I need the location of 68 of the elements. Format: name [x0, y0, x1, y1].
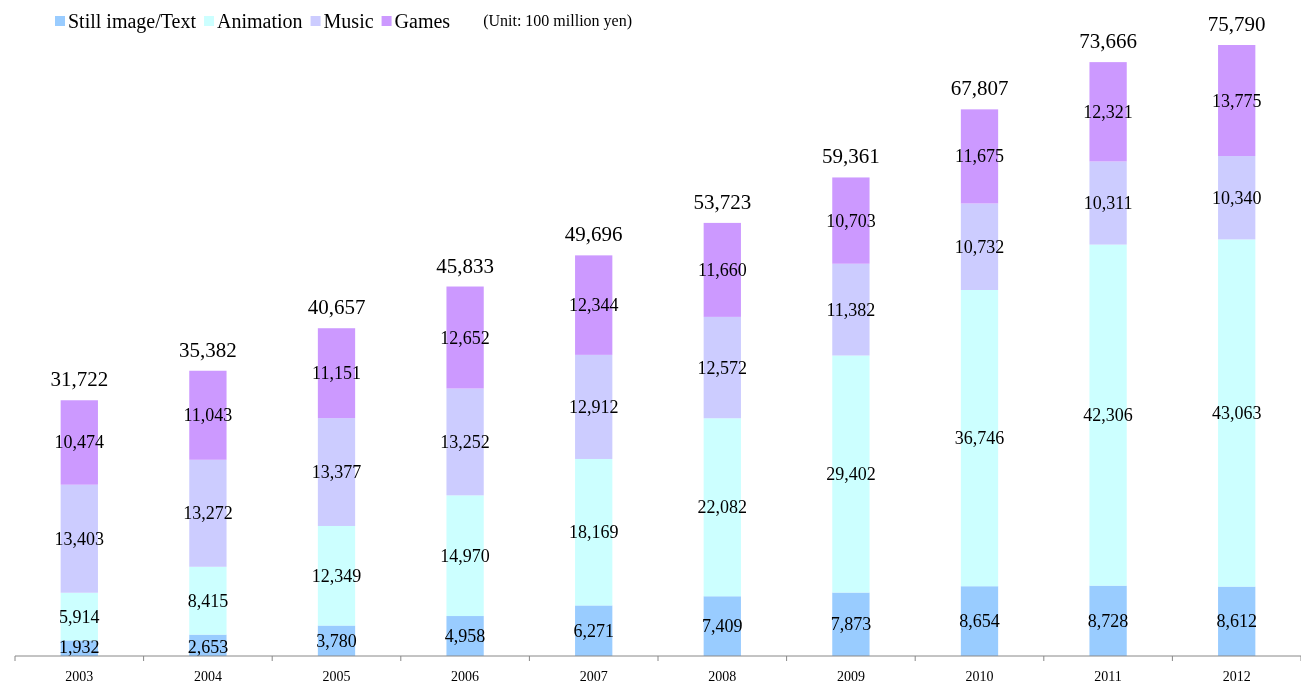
legend-label: Animation [217, 10, 303, 32]
x-tick-label: 2009 [836, 669, 865, 684]
data-label: 43,063 [1211, 402, 1262, 423]
data-label: 3,780 [316, 630, 357, 651]
data-label: 13,403 [54, 528, 105, 549]
data-label: 12,349 [311, 565, 362, 586]
total-label: 40,657 [307, 295, 366, 320]
total-label: 59,361 [822, 144, 880, 169]
legend-label: Games [394, 10, 451, 32]
data-label: 10,474 [54, 432, 105, 453]
data-label: 10,732 [954, 236, 1005, 257]
data-label: 13,775 [1211, 90, 1262, 111]
bar [1089, 585, 1127, 656]
data-label: 8,415 [187, 590, 229, 611]
data-label: 12,912 [568, 396, 619, 417]
data-label: 29,402 [826, 464, 876, 485]
legend-label: Music [323, 10, 374, 32]
data-label: 13,272 [183, 503, 233, 524]
data-label: 18,169 [568, 522, 619, 543]
data-label: 7,409 [702, 616, 743, 637]
total-label: 67,807 [950, 76, 1009, 101]
total-label: 75,790 [1207, 12, 1266, 36]
data-label: 11,382 [826, 299, 876, 320]
x-tick-label: 2005 [322, 669, 351, 684]
total-label: 73,666 [1079, 29, 1137, 54]
data-label: 12,572 [697, 357, 748, 378]
data-label: 4,958 [444, 626, 486, 647]
x-tick-label: 2003 [65, 669, 94, 684]
total-label: 53,723 [693, 189, 752, 214]
data-label: 11,043 [183, 405, 233, 426]
data-label: 13,252 [440, 431, 490, 452]
legend-label: Still image/Text [68, 10, 197, 33]
data-label: 11,675 [955, 146, 1004, 167]
data-label: 42,306 [1083, 405, 1133, 426]
data-label: 11,660 [697, 259, 747, 280]
data-label: 12,321 [1083, 101, 1133, 122]
data-label: 7,873 [830, 614, 872, 635]
data-label: 10,703 [826, 210, 876, 231]
data-label: 22,082 [697, 497, 748, 518]
total-label: 31,722 [50, 367, 109, 392]
data-label: 2,653 [187, 637, 229, 657]
x-tick-label: 2007 [579, 669, 608, 684]
data-label: 12,652 [440, 327, 490, 348]
data-label: 36,746 [954, 428, 1005, 449]
bar [189, 566, 227, 635]
data-label: 11,151 [312, 363, 361, 384]
total-label: 49,696 [564, 222, 623, 247]
x-tick-label: 2012 [1222, 669, 1251, 684]
data-label: 14,970 [440, 545, 490, 566]
data-label: 5,914 [59, 606, 100, 627]
x-tick-label: 2006 [451, 669, 480, 684]
data-label: 1,932 [59, 637, 100, 657]
x-tick-label: 2004 [193, 669, 222, 684]
x-tick-label: 2008 [708, 669, 737, 684]
total-label: 35,382 [179, 337, 237, 362]
data-label: 10,340 [1211, 187, 1262, 208]
data-label: 8,654 [959, 611, 1000, 632]
bar [832, 592, 870, 656]
data-label: 8,728 [1087, 610, 1129, 631]
data-label: 8,612 [1216, 611, 1257, 632]
data-label: 10,311 [1083, 193, 1133, 214]
data-label: 13,377 [311, 462, 362, 483]
data-label: 12,344 [568, 295, 619, 316]
total-label: 45,833 [436, 253, 494, 278]
data-label: 6,271 [573, 620, 614, 641]
text: (Unit: 100 million yen) [483, 12, 632, 30]
x-tick-label: 2011 [1094, 669, 1122, 684]
x-tick-label: 2010 [965, 669, 994, 684]
